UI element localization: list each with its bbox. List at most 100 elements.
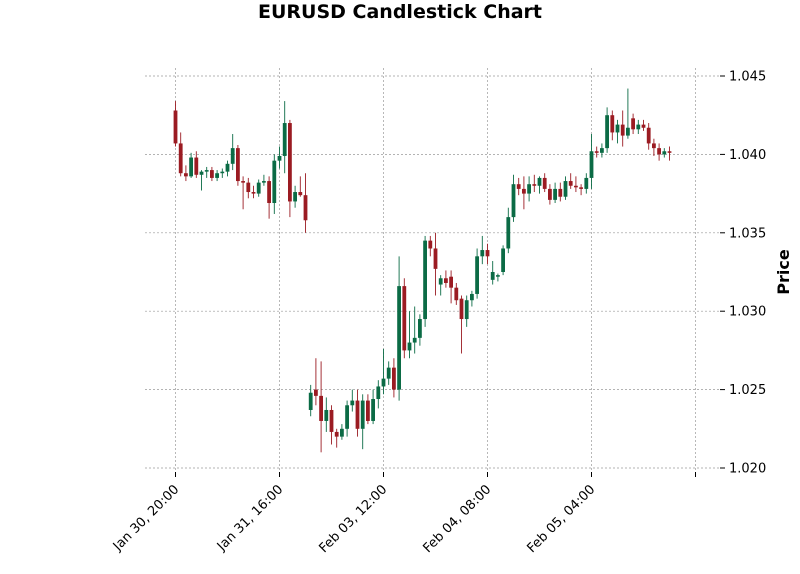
candle-body — [548, 188, 552, 200]
candle-body — [256, 182, 261, 194]
candle-body — [308, 392, 313, 410]
candle-body — [496, 275, 500, 277]
candle-body — [345, 405, 349, 429]
candle — [501, 245, 505, 276]
candle — [511, 174, 516, 222]
candle — [537, 176, 542, 194]
candle-body — [184, 173, 188, 177]
candle-body — [553, 188, 557, 200]
candle-body — [423, 240, 427, 320]
candle-body — [589, 151, 594, 178]
candle — [631, 113, 635, 135]
candle — [584, 173, 589, 194]
candle — [475, 248, 479, 299]
candle-body — [641, 124, 646, 128]
candle — [386, 361, 391, 385]
candle-body — [485, 250, 490, 257]
candle-body — [626, 127, 630, 136]
candle — [204, 166, 209, 178]
candle — [574, 176, 578, 193]
candle-body — [267, 181, 271, 204]
candle-body — [298, 192, 303, 196]
candles — [173, 88, 672, 453]
candle — [298, 176, 303, 197]
candle — [657, 143, 661, 161]
candle — [615, 119, 620, 144]
x-tick-label: Jan 31, 16:00 — [214, 482, 286, 554]
candle-body — [600, 148, 604, 153]
candle — [277, 146, 282, 169]
candle — [532, 174, 537, 193]
candle — [412, 306, 417, 354]
candle — [589, 134, 594, 189]
candle-body — [402, 286, 407, 351]
candle-body — [303, 195, 308, 221]
candle-body — [360, 400, 365, 429]
candle — [652, 138, 656, 156]
candle-body — [558, 188, 563, 197]
candle — [392, 358, 396, 398]
candle-body — [615, 124, 620, 133]
candle — [594, 146, 599, 158]
candle-body — [241, 181, 245, 183]
candle — [579, 184, 583, 196]
candle-body — [236, 148, 240, 182]
x-tick-label: Feb 05, 04:00 — [524, 482, 598, 556]
candle — [402, 278, 407, 359]
candle-body — [277, 155, 282, 161]
candle-body — [194, 157, 199, 175]
candle — [568, 173, 573, 189]
candle — [527, 176, 531, 202]
candle — [210, 166, 214, 182]
candle-body — [470, 293, 474, 301]
candle — [433, 232, 438, 296]
candle — [324, 397, 329, 432]
candle-body — [475, 256, 479, 294]
candle — [662, 148, 667, 158]
candle — [173, 101, 178, 147]
candle-body — [251, 192, 256, 194]
candle — [184, 165, 188, 182]
candle — [272, 154, 277, 214]
x-tick-label: Jan 30, 20:00 — [110, 482, 182, 554]
candle-body — [537, 177, 542, 186]
candle — [288, 119, 292, 218]
candle-body — [324, 409, 329, 421]
candle-body — [262, 181, 266, 183]
candle-body — [501, 248, 505, 272]
candle — [303, 173, 308, 233]
candle — [470, 290, 474, 307]
candle-body — [272, 160, 277, 204]
candle — [189, 152, 193, 178]
candle — [350, 389, 355, 412]
candle-body — [444, 278, 448, 283]
candle — [490, 261, 495, 285]
candle — [345, 400, 349, 437]
y-axis: 1.020 1.025 1.030 1.035 1.040 1.045 — [720, 70, 766, 477]
candle — [542, 173, 547, 193]
candle-body — [454, 287, 459, 301]
candle-body — [584, 177, 589, 189]
candle — [558, 182, 563, 202]
candle-body — [568, 181, 573, 186]
candle-body — [480, 250, 485, 257]
candle-body — [563, 181, 568, 197]
candle — [376, 380, 381, 409]
candle-body — [178, 143, 183, 174]
candle — [407, 311, 412, 359]
candle-body — [610, 115, 615, 133]
candle — [423, 235, 427, 327]
y-axis-label: Price — [774, 249, 793, 295]
candle — [178, 132, 183, 177]
candle — [646, 123, 651, 150]
candle — [553, 182, 557, 204]
candle — [516, 177, 521, 196]
candle-body — [220, 171, 225, 174]
candle-body — [173, 110, 178, 144]
candle — [251, 185, 256, 199]
candle-body — [282, 123, 287, 156]
candle-body — [314, 389, 318, 396]
candle-body — [340, 428, 344, 437]
candle-body — [366, 400, 370, 421]
candle-body — [376, 386, 381, 400]
